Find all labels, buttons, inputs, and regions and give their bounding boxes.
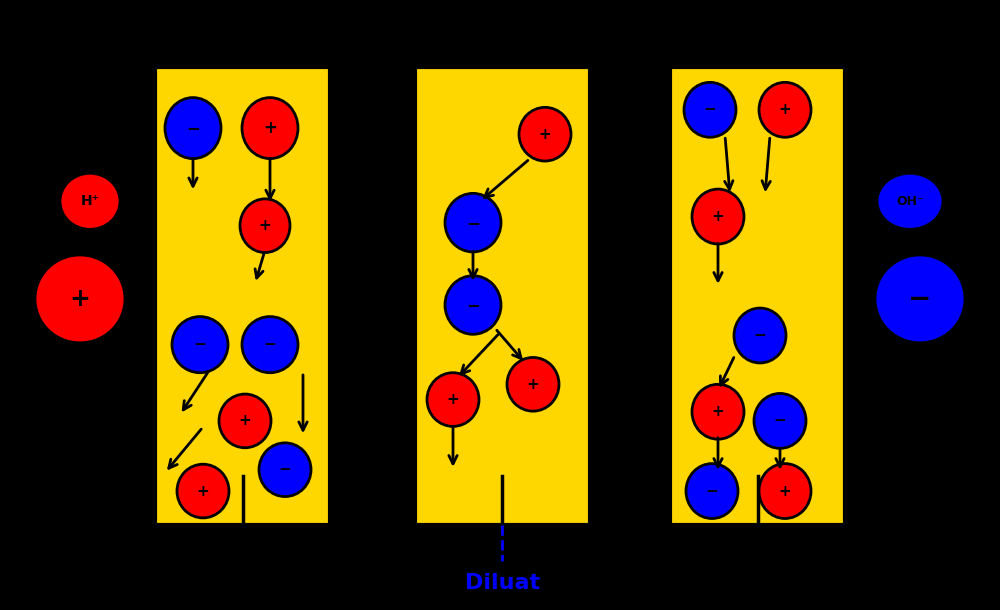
Ellipse shape <box>259 443 311 497</box>
Ellipse shape <box>507 357 559 411</box>
Ellipse shape <box>427 373 479 426</box>
Ellipse shape <box>242 98 298 159</box>
Text: +: + <box>779 102 791 117</box>
Ellipse shape <box>692 384 744 439</box>
Ellipse shape <box>60 173 120 229</box>
Text: −: − <box>264 337 276 352</box>
Ellipse shape <box>242 317 298 373</box>
Text: −: − <box>186 119 200 137</box>
Ellipse shape <box>734 308 786 363</box>
Bar <box>415 67 590 525</box>
Ellipse shape <box>445 193 501 252</box>
Ellipse shape <box>177 464 229 518</box>
Ellipse shape <box>519 107 571 161</box>
Text: −: − <box>908 285 932 313</box>
Text: +: + <box>447 392 459 407</box>
Text: +: + <box>197 484 209 498</box>
Text: −: − <box>279 462 291 477</box>
Bar <box>670 67 845 525</box>
Text: −: − <box>466 296 480 314</box>
Text: +: + <box>712 404 724 419</box>
Ellipse shape <box>35 255 125 343</box>
Ellipse shape <box>754 393 806 448</box>
Text: +: + <box>527 377 539 392</box>
Text: OH⁻: OH⁻ <box>896 195 924 208</box>
Ellipse shape <box>445 276 501 334</box>
Ellipse shape <box>219 394 271 448</box>
Text: +: + <box>263 119 277 137</box>
Text: H⁺: H⁺ <box>81 195 99 208</box>
Text: −: − <box>194 337 206 352</box>
Text: Diluat: Diluat <box>465 573 540 594</box>
Ellipse shape <box>692 189 744 244</box>
Ellipse shape <box>172 317 228 373</box>
Text: +: + <box>712 209 724 224</box>
Text: +: + <box>779 484 791 498</box>
Text: −: − <box>706 484 718 498</box>
Ellipse shape <box>759 464 811 518</box>
Ellipse shape <box>686 464 738 518</box>
Ellipse shape <box>684 82 736 137</box>
Text: −: − <box>466 214 480 232</box>
Ellipse shape <box>240 199 290 253</box>
Text: +: + <box>539 127 551 142</box>
Text: −: − <box>704 102 716 117</box>
Ellipse shape <box>759 82 811 137</box>
Bar <box>155 67 330 525</box>
Ellipse shape <box>875 255 965 343</box>
Ellipse shape <box>165 98 221 159</box>
Text: +: + <box>70 287 90 311</box>
Ellipse shape <box>877 173 943 229</box>
Text: +: + <box>259 218 271 233</box>
Text: +: + <box>239 414 251 428</box>
Text: −: − <box>754 328 766 343</box>
Text: −: − <box>774 414 786 428</box>
